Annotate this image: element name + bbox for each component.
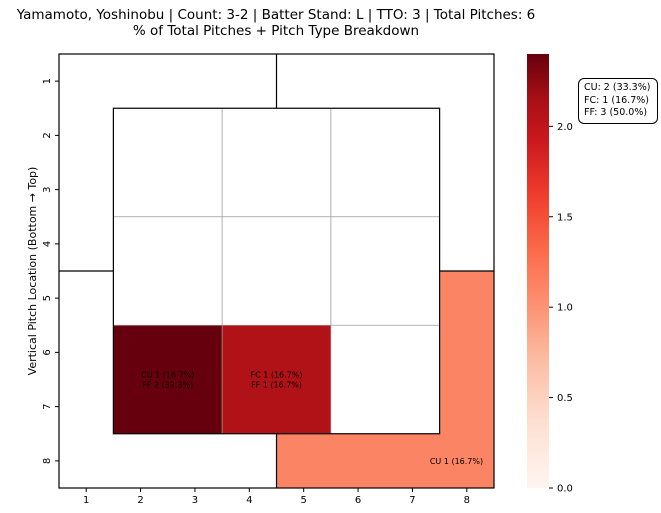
colorbar-tick-label: 1.5 — [557, 212, 573, 223]
cell-label: FF 1 (16.7%) — [251, 381, 302, 390]
legend-item-fc: FC: 1 (16.7%) — [584, 94, 649, 106]
y-axis-label: Vertical Pitch Location (Bottom → Top) — [26, 167, 39, 376]
chart-subtitle: % of Total Pitches + Pitch Type Breakdow… — [133, 23, 419, 39]
x-tick-label: 5 — [301, 495, 307, 506]
chart-title: Yamamoto, Yoshinobu | Count: 3-2 | Batte… — [16, 7, 536, 23]
pitch-type-legend: CU: 2 (33.3%) FC: 1 (16.7%) FF: 3 (50.0%… — [578, 78, 658, 124]
y-tick-label: 8 — [42, 458, 53, 464]
x-tick-label: 7 — [409, 495, 415, 506]
x-tick-label: 6 — [355, 495, 361, 506]
y-tick-label: 3 — [42, 186, 53, 192]
cell-label: FF 2 (33.3%) — [142, 381, 193, 390]
cell-label: CU 1 (16.7%) — [141, 371, 194, 380]
colorbar-tick-label: 0.5 — [557, 393, 573, 404]
colorbar — [527, 54, 549, 488]
x-tick-label: 2 — [137, 495, 143, 506]
legend-item-cu: CU: 2 (33.3%) — [584, 82, 651, 93]
x-tick-label: 1 — [83, 495, 89, 506]
colorbar-tick-label: 1.0 — [557, 303, 573, 314]
x-tick-label: 3 — [192, 495, 198, 506]
y-tick-label: 1 — [42, 78, 53, 84]
colorbar-tick-label: 0.0 — [557, 484, 573, 495]
y-tick-label: 5 — [42, 295, 53, 301]
plot-frame — [58, 53, 495, 489]
y-tick-label: 4 — [42, 241, 53, 247]
y-tick-label: 2 — [42, 132, 53, 138]
colorbar-tick-label: 2.0 — [557, 122, 573, 133]
heatmap-cell-inner-bottom-left — [113, 325, 223, 434]
cell-label: CU 1 (16.7%) — [430, 457, 483, 466]
legend-item-ff: FF: 3 (50.0%) — [584, 107, 648, 118]
y-tick-label: 7 — [42, 403, 53, 409]
x-tick-label: 8 — [464, 495, 470, 506]
x-tick-label: 4 — [246, 495, 252, 506]
y-tick-label: 6 — [42, 349, 53, 355]
heatmap-cell-inner-bottom-middle — [222, 325, 331, 434]
cell-label: FC 1 (16.7%) — [250, 371, 302, 380]
